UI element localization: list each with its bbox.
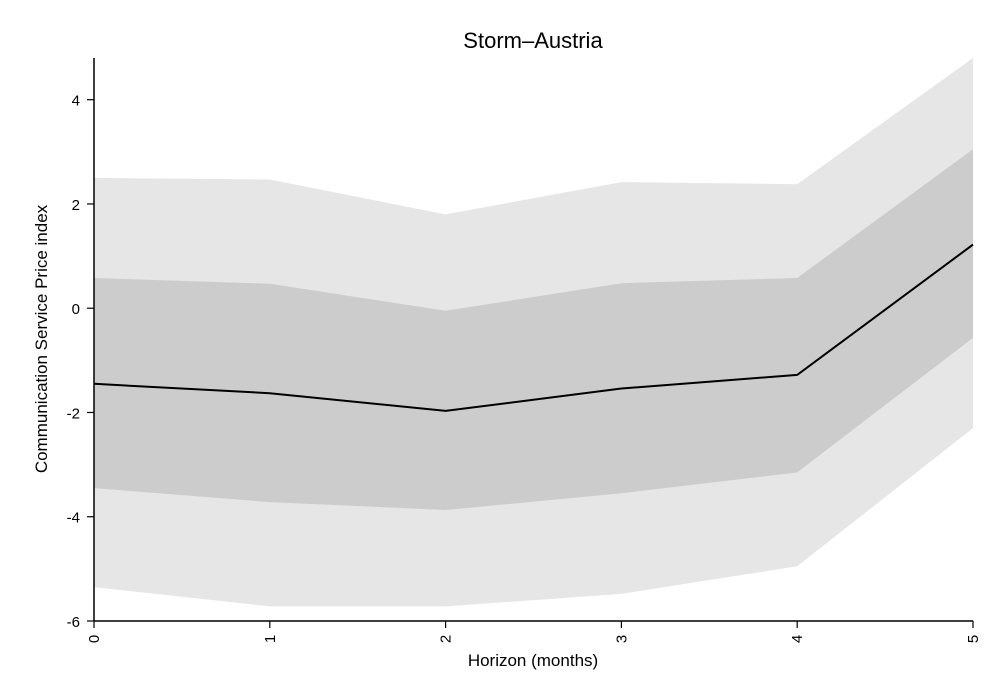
ticks: 4 2 0 -2 -4 -6 0 1 2 3 4 5: [67, 93, 982, 643]
confidence-band-2: [94, 149, 973, 510]
chart-title: Storm–Austria: [463, 28, 603, 53]
x-tick-label: 1: [262, 635, 279, 643]
y-tick-label: 2: [72, 197, 80, 214]
x-tick-label: 3: [613, 635, 630, 643]
x-axis-label: Horizon (months): [468, 651, 598, 670]
axes: [93, 58, 973, 622]
y-tick-label: -2: [67, 405, 80, 422]
x-tick-label: 4: [789, 635, 806, 643]
x-tick-label: 0: [86, 635, 103, 643]
confidence-bands: [94, 58, 973, 607]
y-tick-label: 0: [72, 301, 80, 318]
y-tick-label: -6: [67, 614, 80, 631]
x-tick-label: 5: [965, 635, 982, 643]
y-tick-label: -4: [67, 510, 80, 527]
x-tick-label: 2: [438, 635, 455, 643]
y-axis-label: Communication Service Price index: [32, 204, 51, 473]
series-layer: [93, 243, 974, 412]
y-tick-label: 4: [72, 93, 80, 110]
series-line-1: [93, 243, 974, 412]
